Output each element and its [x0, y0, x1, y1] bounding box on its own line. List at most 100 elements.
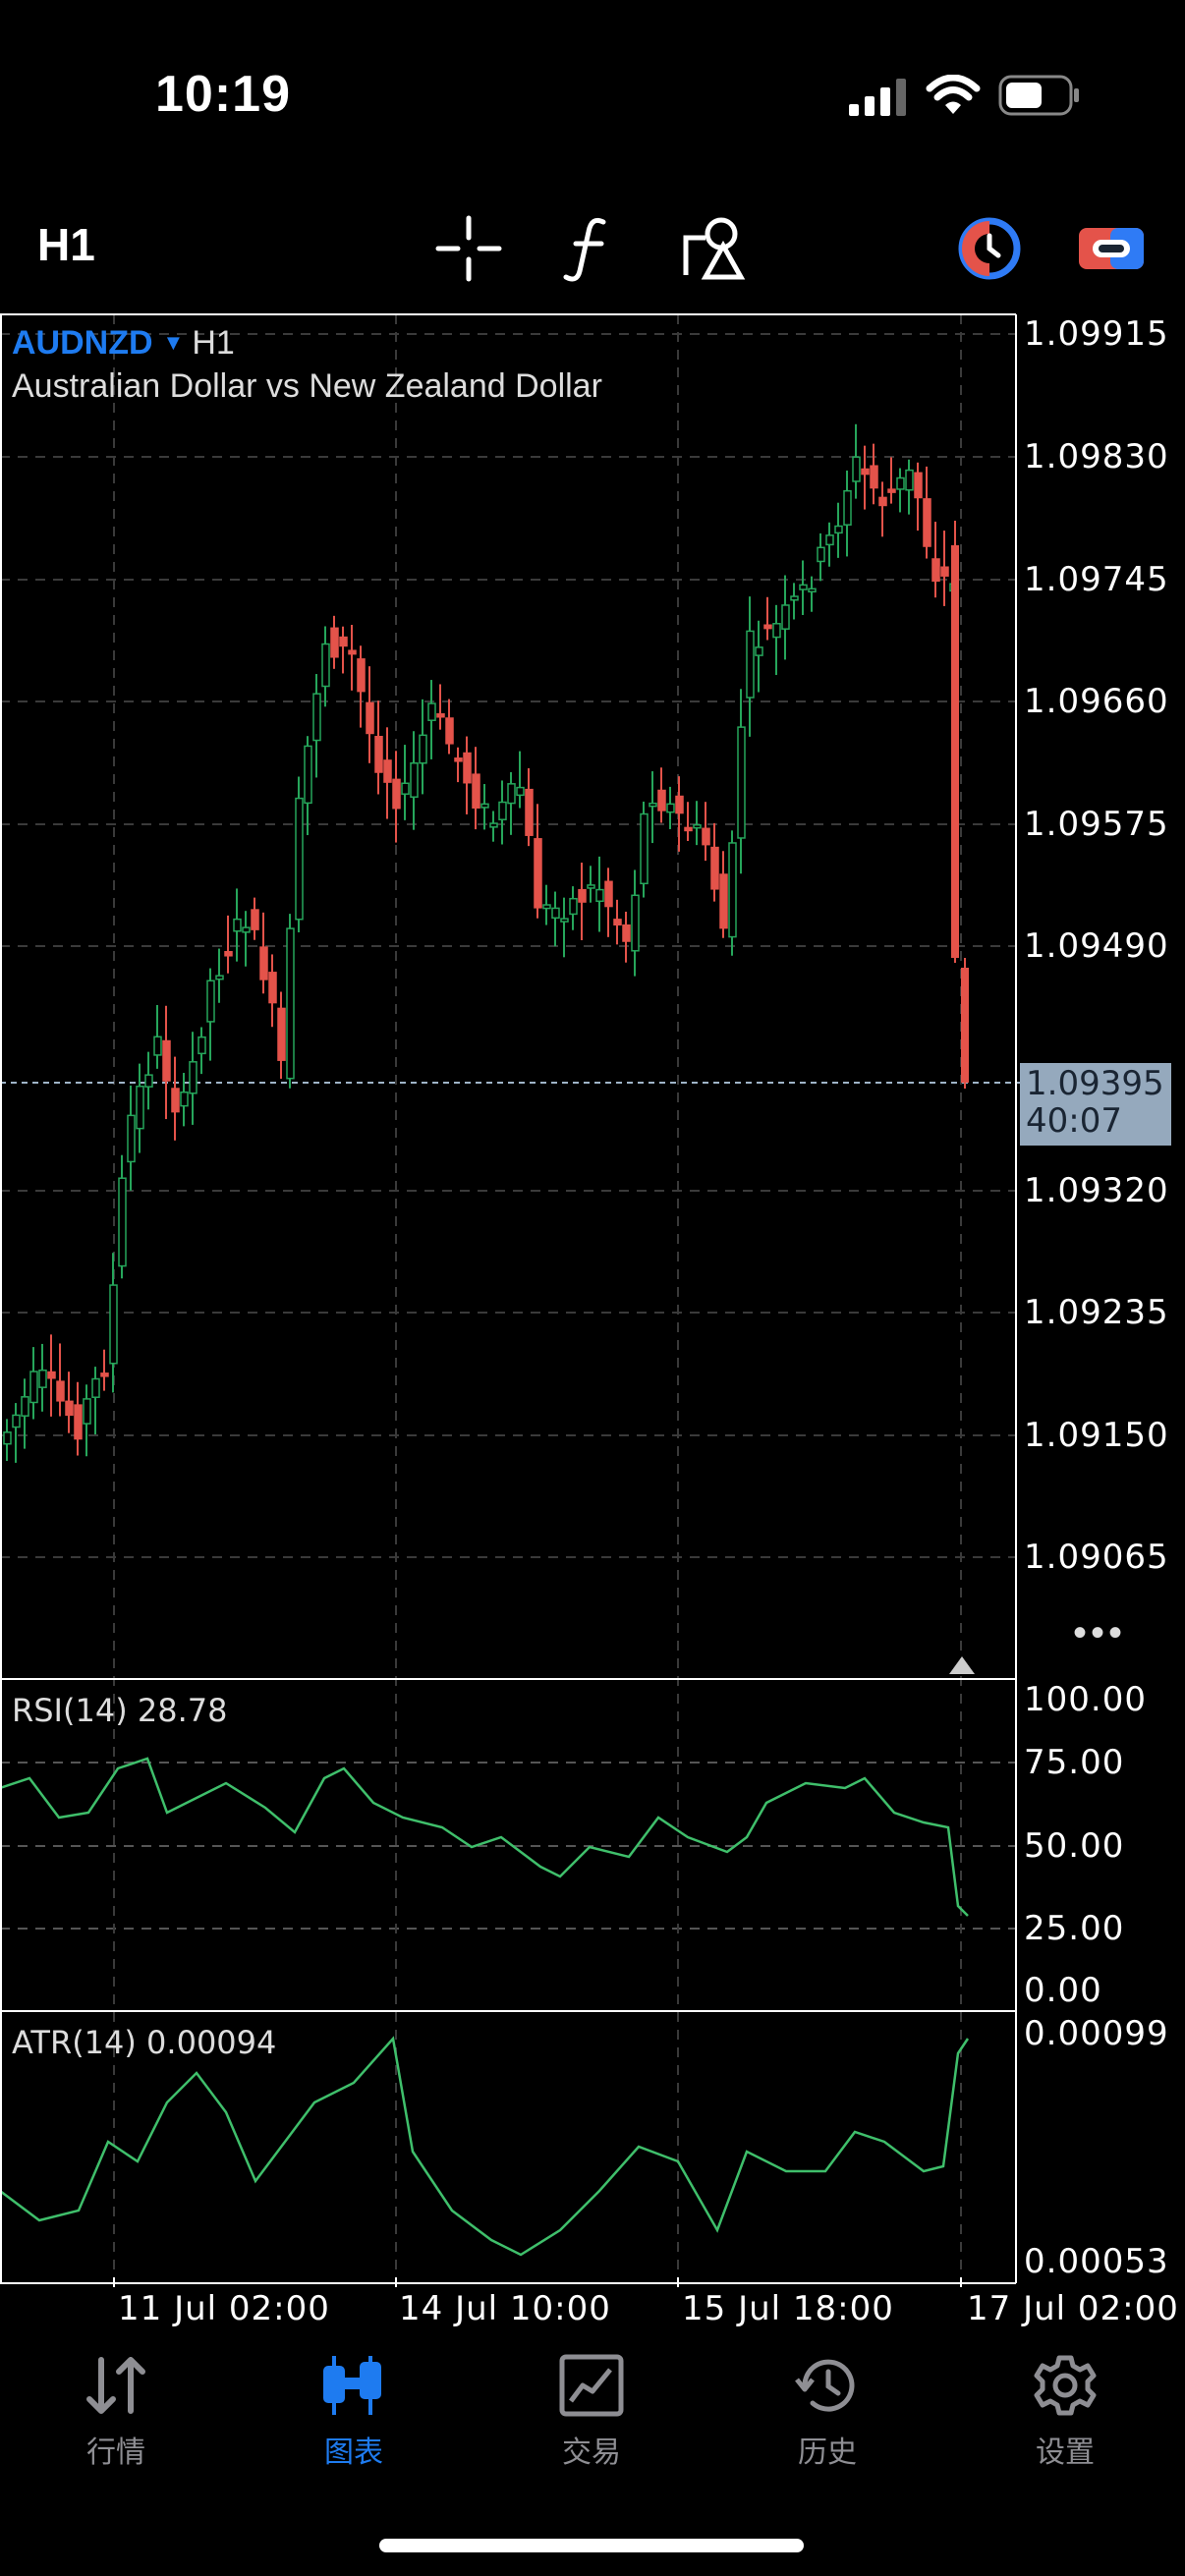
- objects-icon[interactable]: [680, 214, 749, 283]
- candle-body: [622, 924, 631, 942]
- tab-label: 行情: [86, 2436, 145, 2469]
- candle-body: [684, 826, 693, 832]
- tab-label: 历史: [798, 2436, 857, 2469]
- chart-frame: [0, 313, 1017, 2287]
- atr-value: 0.00094: [146, 2024, 277, 2061]
- candle-body: [392, 778, 401, 810]
- candle-body: [29, 1371, 38, 1404]
- tab-label: 图表: [324, 2436, 383, 2469]
- candle-body: [825, 534, 834, 546]
- candle-body: [74, 1404, 83, 1440]
- timer-icon[interactable]: [957, 216, 1022, 281]
- candle-body: [330, 627, 339, 658]
- candle-body: [719, 873, 728, 929]
- tab-trade[interactable]: 交易: [513, 2354, 670, 2471]
- candle-body: [931, 558, 940, 583]
- candle-body: [675, 795, 684, 814]
- candle-body: [12, 1414, 21, 1428]
- candle-body: [649, 802, 657, 808]
- candle-body: [198, 1036, 206, 1055]
- atr-line: [0, 2036, 970, 2257]
- timeframe-button[interactable]: H1: [37, 219, 95, 270]
- atr-label: ATR(14) 0.00094: [12, 2024, 276, 2061]
- candle-body: [109, 1284, 118, 1365]
- price-tick: 1.09235: [1024, 1293, 1169, 1332]
- atr-series: [0, 2036, 970, 2257]
- cellular-signal-icon: [849, 79, 906, 116]
- candle-body: [861, 468, 870, 476]
- price-tick: 1.09575: [1024, 805, 1169, 844]
- price-tick: 1.09915: [1024, 314, 1169, 354]
- candle-body: [65, 1400, 74, 1417]
- candle-body: [91, 1377, 100, 1398]
- tab-chart[interactable]: 图表: [275, 2354, 432, 2471]
- candles: [3, 423, 969, 1463]
- current-price-label: 1.09395 40:07: [1020, 1063, 1171, 1146]
- tab-quotes[interactable]: 行情: [37, 2354, 195, 2471]
- symbol-dropdown-icon[interactable]: ▼: [162, 330, 185, 355]
- candle-body: [339, 636, 348, 647]
- time-tick: 17 Jul 02:00: [967, 2289, 1179, 2328]
- crosshair-icon[interactable]: [434, 214, 503, 283]
- time-tick: 14 Jul 10:00: [399, 2289, 611, 2328]
- candle-body: [224, 951, 233, 957]
- tab-label: 设置: [1036, 2436, 1095, 2469]
- candle-body: [162, 1039, 171, 1082]
- candle-body: [914, 472, 923, 499]
- candle-body: [100, 1372, 109, 1377]
- price-tick: 1.09745: [1024, 560, 1169, 599]
- candle-body: [896, 476, 905, 490]
- rsi-tick: 50.00: [1024, 1826, 1125, 1866]
- candle-body: [763, 624, 772, 630]
- candle-body: [755, 646, 763, 656]
- candle-body: [251, 909, 259, 930]
- atr-tick: 0.00099: [1024, 2014, 1169, 2053]
- chart-icon: [323, 2356, 381, 2415]
- candle-body: [657, 789, 666, 812]
- price-tick: 1.09830: [1024, 437, 1169, 476]
- candle-body: [47, 1371, 56, 1379]
- candle-body: [781, 604, 790, 630]
- candle-body: [887, 488, 896, 493]
- candle-body: [454, 757, 463, 762]
- candle-body: [189, 1061, 198, 1094]
- candle-body: [3, 1431, 12, 1445]
- time-tick: 11 Jul 02:00: [118, 2289, 330, 2328]
- candle-body: [790, 595, 799, 601]
- history-icon: [795, 2359, 855, 2412]
- rsi-tick: 25.00: [1024, 1909, 1125, 1948]
- price-tick: 1.09320: [1024, 1171, 1169, 1210]
- candle-body: [666, 803, 675, 813]
- candle-body: [817, 546, 825, 563]
- candle-body: [498, 801, 507, 820]
- symbol-name[interactable]: AUDNZD: [12, 324, 153, 362]
- settings-icon: [1034, 2355, 1097, 2416]
- rsi-line: [0, 1757, 969, 1917]
- candle-body: [834, 525, 843, 534]
- candle-body: [295, 797, 304, 921]
- atr-tick: 0.00053: [1024, 2242, 1169, 2281]
- atr-name: ATR(14): [12, 2024, 137, 2061]
- candle-body: [525, 788, 534, 836]
- candle-body: [127, 1114, 136, 1163]
- symbol-header[interactable]: AUDNZD ▼ H1: [12, 324, 235, 363]
- tab-settings[interactable]: 设置: [987, 2354, 1144, 2471]
- candle-body: [799, 584, 808, 590]
- candle-body: [427, 702, 436, 721]
- more-button[interactable]: •••: [1073, 1611, 1127, 1654]
- candle-body: [746, 630, 755, 699]
- candle-body: [374, 736, 383, 773]
- candle-body: [312, 693, 321, 742]
- bar-countdown: 40:07: [1026, 1101, 1122, 1141]
- candle-body: [277, 1007, 286, 1061]
- account-icon[interactable]: [1077, 224, 1146, 273]
- scroll-to-end-icon[interactable]: [947, 1654, 977, 1676]
- candle-body: [578, 888, 587, 903]
- candle-body: [21, 1396, 29, 1417]
- price-tick: 1.09065: [1024, 1538, 1169, 1577]
- function-icon[interactable]: [556, 214, 625, 283]
- candle-body: [534, 838, 542, 909]
- candle-body: [366, 701, 374, 735]
- price-chart[interactable]: [0, 312, 1185, 2287]
- tab-history[interactable]: 历史: [749, 2354, 906, 2471]
